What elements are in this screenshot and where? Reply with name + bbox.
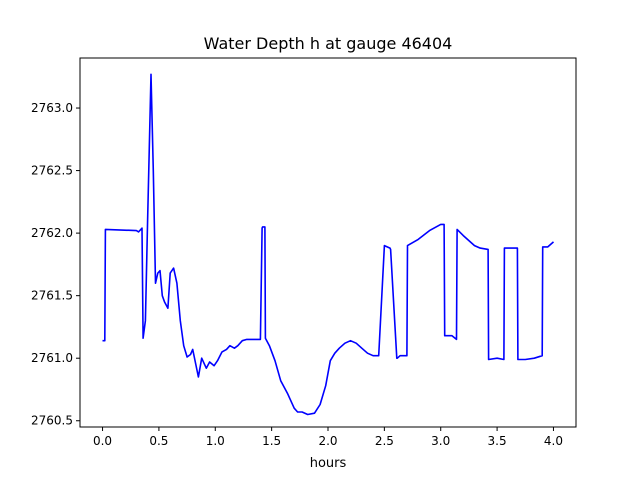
x-tick-label: 2.0	[318, 434, 337, 448]
x-tick-label: 4.0	[544, 434, 563, 448]
x-tick-label: 2.5	[375, 434, 394, 448]
x-axis: 0.0 0.5 1.0 1.5 2.0 2.5 3.0 3.5 4.0	[93, 427, 563, 448]
x-tick-label: 1.5	[262, 434, 281, 448]
chart-title: Water Depth h at gauge 46404	[204, 34, 453, 53]
x-tick-label: 0.0	[93, 434, 112, 448]
x-tick-label: 3.5	[488, 434, 507, 448]
y-tick-label: 2760.5	[31, 414, 73, 428]
water-depth-series-line	[102, 73, 555, 416]
y-tick-label: 2761.0	[31, 351, 73, 365]
y-tick-label: 2761.5	[31, 289, 73, 303]
x-tick-label: 3.0	[431, 434, 450, 448]
x-axis-label: hours	[310, 456, 347, 471]
y-tick-label: 2763.0	[31, 101, 73, 115]
y-tick-label: 2762.0	[31, 226, 73, 240]
y-axis: 2760.5 2761.0 2761.5 2762.0 2762.5 2763.0	[31, 101, 80, 428]
x-tick-label: 1.0	[206, 434, 225, 448]
x-tick-label: 0.5	[149, 434, 168, 448]
y-tick-label: 2762.5	[31, 164, 73, 178]
